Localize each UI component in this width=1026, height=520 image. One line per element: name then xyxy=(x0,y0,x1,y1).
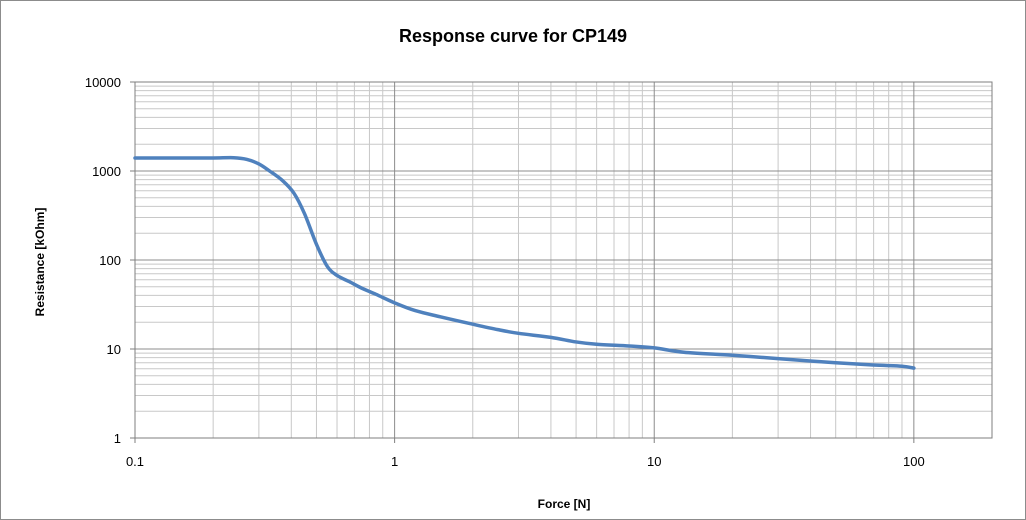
y-axis-label: Resistance [kOhm] xyxy=(33,208,47,317)
x-tick-label: 1 xyxy=(391,454,398,469)
y-tick-label: 10 xyxy=(107,342,121,357)
x-tick-label: 100 xyxy=(903,454,925,469)
y-tick-label: 100 xyxy=(99,253,121,268)
y-tick-label: 1 xyxy=(114,431,121,446)
chart-title: Response curve for CP149 xyxy=(399,26,627,46)
y-tick-label: 10000 xyxy=(85,75,121,90)
y-axis-ticks: 1 10 100 1000 10000 xyxy=(85,75,135,446)
y-tick-label: 1000 xyxy=(92,164,121,179)
x-axis-label: Force [N] xyxy=(538,497,591,511)
x-tick-label: 0.1 xyxy=(126,454,144,469)
series-layer xyxy=(133,155,916,370)
x-axis-ticks: 0.1 1 10 100 xyxy=(126,438,925,469)
x-tick-label: 10 xyxy=(647,454,661,469)
series-line xyxy=(133,155,916,370)
